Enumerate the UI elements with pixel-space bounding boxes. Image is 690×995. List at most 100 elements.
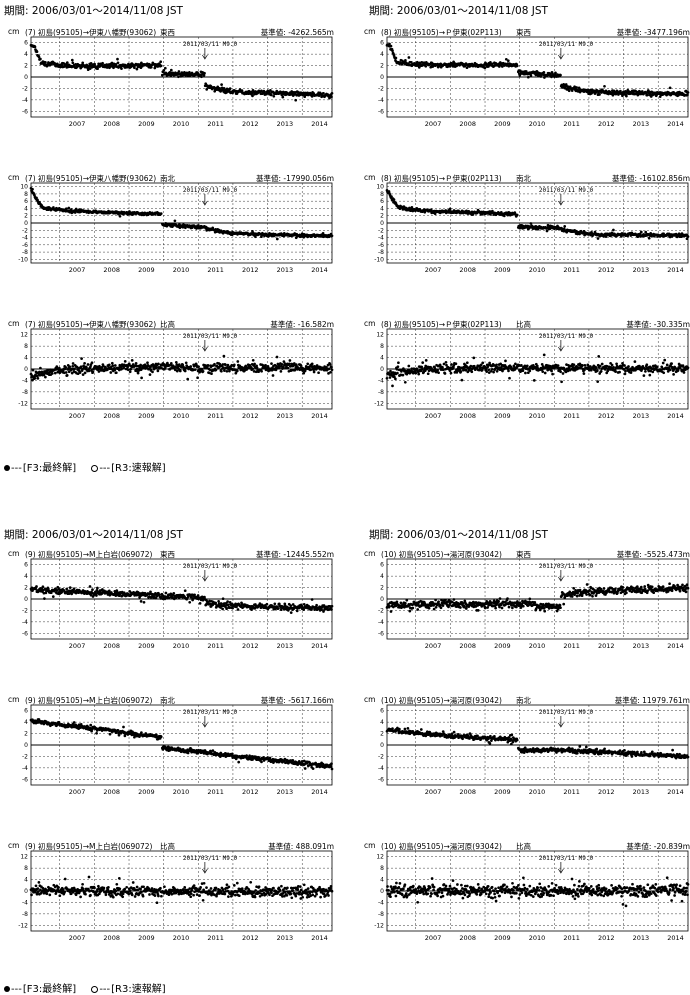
data-point [73,587,76,590]
chart-7-ud: cm(7) 初島(95105)→伊東八幡野(93062)比高基準値: -16.5… [4,317,334,422]
y-tick-label: 0 [380,366,384,373]
data-point [217,600,220,603]
y-tick-label: -8 [22,249,28,256]
data-point [165,592,168,595]
x-tick-label: 2013 [633,412,650,420]
data-point [597,237,600,240]
y-tick-label: 0 [380,220,384,227]
x-tick-label: 2009 [494,412,511,420]
x-tick-label: 2010 [529,120,546,128]
x-tick-label: 2008 [459,412,476,420]
data-point [530,222,533,225]
y-tick-label: -4 [378,377,384,384]
x-tick-label: 2012 [598,266,615,274]
data-point [393,198,396,201]
data-point [65,588,68,591]
data-point [270,362,273,365]
data-point [408,56,411,59]
data-point [215,368,218,371]
data-point [522,369,525,372]
data-point [331,234,334,237]
y-tick-label: -4 [378,619,384,626]
data-point [405,599,408,602]
data-point [135,362,138,365]
data-point [150,66,153,69]
data-point [395,57,398,60]
data-point [79,371,82,374]
data-point [507,59,510,62]
y-tick-label: 4 [380,355,384,362]
data-point [197,365,200,368]
x-tick-label: 2008 [459,642,476,650]
x-tick-label: 2011 [207,266,224,274]
y-tick-label: -8 [378,249,384,256]
data-point [83,362,86,365]
data-point [330,608,333,611]
chart-header: cm(7) 初島(95105)→伊東八幡野(93062)南北基準値: -1799… [4,171,334,183]
data-point [315,604,318,607]
x-tick-label: 2013 [633,642,650,650]
data-point [296,610,299,613]
data-point [530,74,533,77]
data-point [52,595,55,598]
data-point [453,598,456,601]
x-tick-label: 2011 [207,412,224,420]
chart-8-ew: cm(8) 初島(95105)→Ｐ伊東(02P113)東西基準値: -3477.… [360,25,690,130]
data-point [260,370,263,373]
y-tick-label: 4 [24,205,28,212]
data-point [559,74,562,77]
data-point [662,362,665,365]
data-point [65,371,68,374]
reference-value: 基準値: -5525.473m [617,549,690,560]
data-point [58,367,61,370]
data-point [597,355,600,358]
data-point [293,369,296,372]
x-tick-label: 2012 [242,642,259,650]
data-point [227,603,230,606]
period-label: 期間: 2006/03/01～2014/11/08 JST [4,527,183,542]
x-tick-label: 2007 [69,266,86,274]
data-point [462,369,465,372]
data-point [583,372,586,375]
data-point [71,59,74,62]
data-series [386,582,690,613]
data-point [449,369,452,372]
data-point [648,374,651,377]
data-point [129,370,132,373]
y-tick-label: -4 [22,377,28,384]
data-point [601,363,604,366]
data-point [460,370,463,373]
data-point [528,598,531,601]
data-point [394,378,397,381]
y-tick-label: -2 [22,85,28,92]
data-point [603,85,606,88]
data-point [679,367,682,370]
y-tick-label: 2 [380,585,384,592]
chart-header: cm(8) 初島(95105)→Ｐ伊東(02P113)南北基準値: -16102… [360,171,690,183]
data-point [236,370,239,373]
data-point [625,95,628,98]
data-point [69,586,72,589]
data-point [270,94,273,97]
y-tick-label: -12 [374,400,384,407]
data-point [289,359,292,362]
data-point [683,371,686,374]
data-point [421,361,424,364]
data-point [92,371,95,374]
earthquake-annotation: 2011/03/11 M9.0 [539,41,594,48]
data-point [651,371,654,374]
x-tick-label: 2011 [563,120,580,128]
y-tick-label: -2 [378,607,384,614]
data-point [140,377,143,380]
data-point [559,370,562,373]
data-point [576,595,579,598]
data-point [559,606,562,609]
y-tick-label: 10 [376,184,384,191]
x-tick-label: 2013 [277,642,294,650]
data-point [289,604,292,607]
data-point [643,374,646,377]
data-point [499,597,502,600]
data-point [618,371,621,374]
data-point [34,46,37,49]
data-point [252,359,255,362]
